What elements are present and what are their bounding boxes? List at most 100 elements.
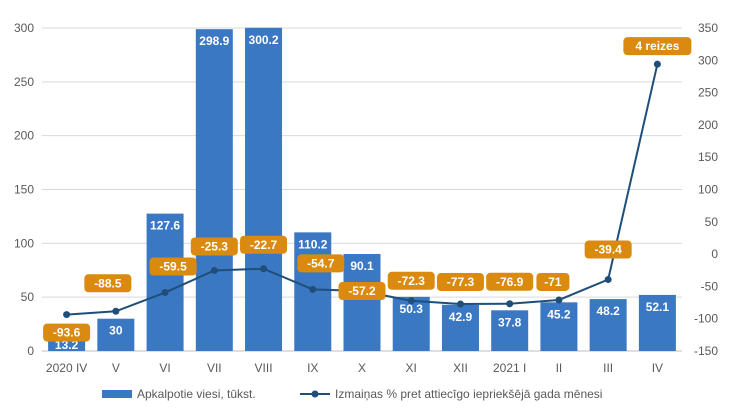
line-point [407,297,415,305]
left-axis-tick-label: 300 [14,21,34,35]
bar [441,304,479,351]
line-point [456,300,464,308]
x-axis-tick-label: 2020 IV [46,361,87,375]
left-axis-tick-label: 200 [14,129,34,143]
line-point [63,311,71,319]
line-label-box [338,282,386,301]
bar [245,27,283,351]
legend-bar-swatch [102,390,132,398]
right-axis-tick-label: 350 [698,21,718,35]
left-axis-tick-label: 150 [14,183,34,197]
line-data-label: -71 [544,275,562,289]
line-point [653,60,661,68]
left-axis-ticks: 0 50 100 150 200 250 300 [14,21,34,358]
line-data-label: -39.4 [594,243,622,257]
line-data-label: -25.3 [201,239,229,253]
line-label-box [149,257,197,276]
x-axis-tick-label: VII [207,361,222,375]
x-axis-tick-label: 2021 I [493,361,526,375]
line-label-box [297,254,345,273]
legend-line-marker [311,390,319,398]
line-data-label: -77.3 [447,275,475,289]
bar-data-label: 48.2 [596,304,620,318]
bar [195,29,233,352]
line-point [260,265,268,273]
right-axis-tick-label: -50 [701,279,719,293]
left-axis-tick-label: 50 [21,290,35,304]
bar [146,213,184,351]
bar-data-label: 300.2 [249,33,279,47]
legend-bar-label: Apkalpotie viesi, tūkst. [137,387,256,401]
line-data-label: 4 reizes [635,39,679,53]
line-label-box [486,272,534,291]
line-point [604,276,612,284]
line-point [506,300,514,308]
right-axis-tick-label: -100 [694,312,718,326]
x-axis-tick-label: XII [453,361,468,375]
legend: Apkalpotie viesi, tūkst. Izmaiņas % pret… [102,387,602,401]
bar [392,296,430,351]
line-label-box [190,237,238,256]
line-label-box [43,323,91,342]
line-point [112,307,120,315]
line-label-box [387,271,435,290]
line-label-box [584,240,632,259]
bar-data-label: 37.8 [498,315,522,329]
x-axis-tick-label: II [556,361,563,375]
line-data-label: -57.2 [348,284,376,298]
line-label-box [240,235,288,254]
bar [97,318,135,351]
line-point [555,296,563,304]
bar-data-label: 90.1 [350,259,374,273]
line-point [210,266,218,274]
line-data-labels: -93.6 -88.5 -59.5 -25.3 -22.7 -54.7 -57.2 -72.3… [43,37,692,342]
right-axis-tick-label: 250 [698,86,718,100]
line-label-box [436,273,484,292]
bar [589,299,627,351]
right-axis-tick-label: 150 [698,150,718,164]
line-data-label: -22.7 [250,238,278,252]
right-axis-tick-label: 100 [698,183,718,197]
x-axis-tick-label: VI [159,361,170,375]
line-point [161,289,169,297]
line-data-label: -76.9 [496,275,524,289]
line-data-label: -59.5 [159,260,187,274]
bar-data-label: 45.2 [547,307,571,321]
bar [343,253,381,351]
bar-data-label: 298.9 [199,34,229,48]
bar-data-label: 127.6 [150,219,180,233]
legend-line-label: Izmaiņas % pret attiecīgo iepriekšējā ga… [335,387,602,401]
right-axis-tick-label: 200 [698,118,718,132]
bar-series [48,27,676,352]
bar [540,302,578,351]
bar-data-label: 42.9 [449,310,473,324]
bar [638,294,676,351]
x-axis-tick-label: IV [652,361,663,375]
right-axis-tick-label: 0 [711,247,718,261]
left-axis-tick-label: 100 [14,236,34,250]
bar-data-label: 50.3 [400,302,424,316]
x-axis-tick-label: VIII [255,361,273,375]
line-label-box [84,274,132,293]
line-point [309,285,317,293]
right-axis-tick-label: -150 [694,344,718,358]
line-data-label: -72.3 [398,274,426,288]
line-data-label: -93.6 [53,326,81,340]
x-axis-tick-label: V [112,361,120,375]
bar-data-label: 110.2 [298,237,328,251]
bar-data-label: 30 [109,324,123,338]
bar-data-label: 52.1 [646,300,670,314]
x-axis-tick-label: X [358,361,366,375]
right-axis-ticks: -150 -100 -50 0 50 100 150 200 250 300 350 [694,21,718,358]
x-axis-tick-label: III [603,361,613,375]
bar [491,310,529,351]
line-label-box [536,272,570,291]
line-data-label: -54.7 [307,256,335,270]
right-axis-tick-label: 300 [698,53,718,67]
line-label-box [623,37,692,56]
line-data-label: -88.5 [94,276,122,290]
x-axis-tick-label: IX [307,361,318,375]
x-axis-tick-label: XI [406,361,417,375]
